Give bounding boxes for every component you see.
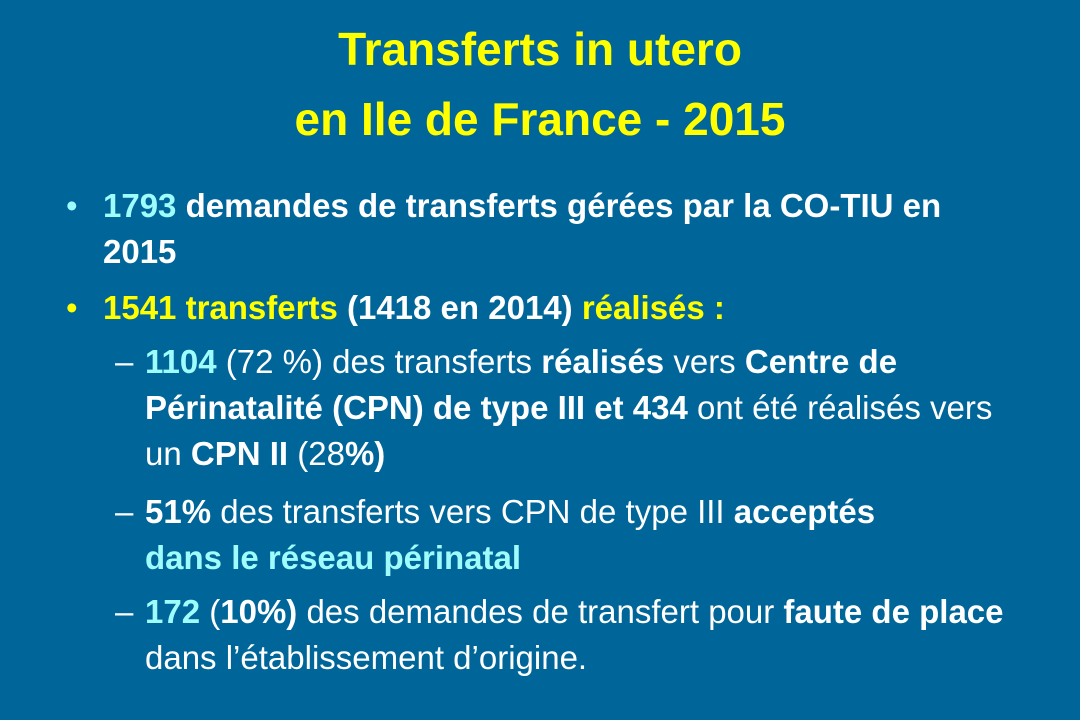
run: demandes de transferts gérées par la CO-… bbox=[103, 187, 942, 270]
run: des transferts vers CPN de type III bbox=[220, 493, 725, 530]
run: 1793 bbox=[103, 187, 177, 224]
run: %) bbox=[344, 435, 386, 472]
title-line: Transferts in utero bbox=[338, 23, 742, 75]
run: 434 bbox=[632, 389, 688, 426]
run: réalisés : bbox=[581, 289, 725, 326]
run: des demandes de transfert pour bbox=[306, 593, 775, 630]
run: (28 bbox=[297, 435, 345, 472]
run: ont été réalisés vers un bbox=[145, 389, 993, 472]
bullet: • bbox=[66, 187, 78, 224]
run: Centre de Périnatalité (CPN) de type III… bbox=[145, 343, 898, 426]
dash: – bbox=[115, 593, 134, 630]
bullet-text: 1793 demandes de transferts gérées par l… bbox=[103, 183, 1003, 275]
dash: – bbox=[115, 493, 134, 530]
run: dans l’établissement d’origine. bbox=[145, 639, 588, 676]
item-text: 1104 (72 %) des transferts réalisés vers… bbox=[145, 339, 1005, 477]
run: vers bbox=[673, 343, 736, 380]
run: 51% bbox=[145, 493, 212, 530]
run: dans le réseau périnatal bbox=[145, 539, 522, 576]
run: 1104 bbox=[145, 343, 217, 380]
run: 1541 transferts bbox=[103, 289, 338, 326]
item-text: 172 (10%) des demandes de transfert pour… bbox=[145, 589, 1025, 681]
run: réalisés bbox=[541, 343, 665, 380]
run: acceptés bbox=[733, 493, 876, 530]
run: faute de place bbox=[783, 593, 1004, 630]
run: CPN II bbox=[190, 435, 289, 472]
run: (1418 en 2014) bbox=[346, 289, 573, 326]
item-text: 51% des transferts vers CPN de type III … bbox=[145, 489, 945, 581]
run: 172 bbox=[145, 593, 201, 630]
run: 10%) bbox=[220, 593, 298, 630]
bullet: • bbox=[66, 289, 78, 326]
bullet-text: 1541 transferts (1418 en 2014) réalisés … bbox=[103, 285, 1003, 331]
title-line: en Ile de France - 2015 bbox=[294, 93, 786, 145]
run: (72 %) des transferts bbox=[225, 343, 533, 380]
dash: – bbox=[115, 343, 134, 380]
run: ( bbox=[209, 593, 221, 630]
